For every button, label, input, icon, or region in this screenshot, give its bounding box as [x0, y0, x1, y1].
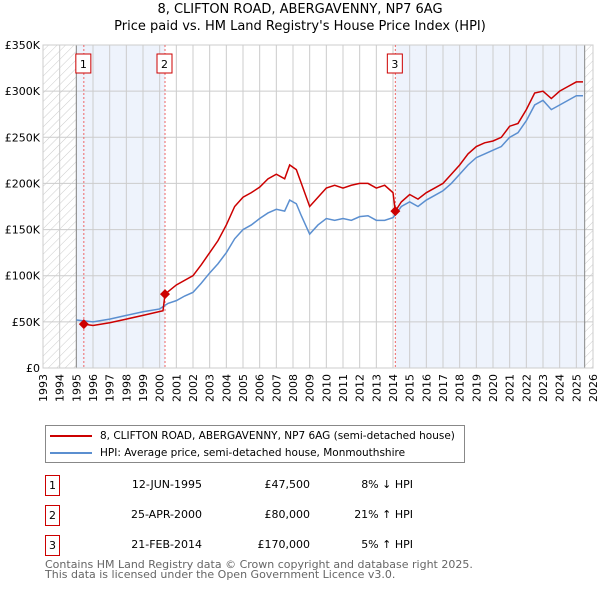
x-tick-label: 1998	[120, 374, 133, 402]
sale-point	[160, 289, 170, 300]
red-line-swatch	[50, 435, 92, 437]
blue-line-swatch	[50, 452, 92, 454]
shaded-band	[395, 45, 585, 368]
legend-label: HPI: Average price, semi-detached house,…	[100, 447, 406, 459]
sale-number: 1	[45, 475, 60, 496]
sale-price: £47,500	[264, 478, 311, 491]
sale-marker-label: 2	[161, 58, 168, 71]
x-tick-label: 2008	[287, 374, 300, 402]
legend-label: 8, CLIFTON ROAD, ABERGAVENNY, NP7 6AG (s…	[100, 430, 455, 442]
footer: Contains HM Land Registry data © Crown c…	[45, 558, 473, 581]
x-tick-label: 2022	[520, 374, 533, 402]
y-tick-label: £0	[26, 362, 40, 375]
hatched-region-future	[584, 45, 593, 368]
x-tick-label: 2020	[487, 374, 500, 402]
sale-marker-label: 1	[80, 58, 87, 71]
x-tick-label: 2021	[504, 374, 517, 402]
sale-point	[390, 206, 401, 217]
x-tick-label: 1996	[87, 374, 100, 402]
legend: 8, CLIFTON ROAD, ABERGAVENNY, NP7 6AG (s…	[45, 425, 465, 463]
x-tick-label: 2012	[354, 374, 367, 402]
plot-border	[42, 44, 594, 369]
x-tick-label: 1999	[137, 374, 150, 402]
sale-marker-box	[75, 53, 92, 74]
x-tick-label: 2023	[537, 374, 550, 402]
x-tick-label: 2013	[370, 374, 383, 402]
sale-hpi-diff: 21% ↑ HPI	[354, 508, 413, 521]
x-tick-label: 1997	[104, 374, 117, 402]
chart-title: 8, CLIFTON ROAD, ABERGAVENNY, NP7 6AG	[157, 2, 443, 17]
x-tick-label: 2025	[570, 374, 583, 402]
x-tick-label: 2014	[387, 374, 400, 402]
price-paid-line	[83, 81, 583, 327]
x-tick-label: 2007	[270, 374, 283, 402]
y-tick-label: £200K	[5, 177, 41, 190]
y-tick-label: £100K	[5, 270, 41, 283]
x-tick-label: 2006	[254, 374, 267, 402]
x-tick-label: 2024	[554, 374, 567, 402]
x-tick-label: 2011	[337, 374, 350, 402]
x-tick-label: 2019	[470, 374, 483, 402]
sale-hpi-diff: 8% ↓ HPI	[361, 478, 413, 491]
legend-item-hpi: HPI: Average price, semi-detached house,…	[50, 447, 405, 459]
x-tick-label: 2010	[320, 374, 333, 402]
x-tick-label: 2026	[587, 374, 600, 402]
x-tick-label: 2015	[404, 374, 417, 402]
sale-date: 21-FEB-2014	[131, 538, 202, 551]
sale-hpi-diff: 5% ↑ HPI	[361, 538, 413, 551]
sale-date: 25-APR-2000	[130, 508, 202, 521]
x-tick-label: 1993	[37, 374, 50, 402]
x-tick-label: 2000	[154, 374, 167, 402]
y-tick-label: £250K	[5, 131, 41, 144]
legend-item-property: 8, CLIFTON ROAD, ABERGAVENNY, NP7 6AG (s…	[50, 430, 455, 442]
y-tick-label: £50K	[12, 316, 41, 329]
footer-line: Contains HM Land Registry data © Crown c…	[45, 558, 473, 571]
sale-price: £80,000	[264, 508, 311, 521]
x-tick-label: 2018	[454, 374, 467, 402]
shaded-band	[76, 45, 165, 368]
x-tick-label: 2002	[187, 374, 200, 402]
sale-marker-box	[386, 53, 403, 74]
x-tick-label: 2003	[204, 374, 217, 402]
x-tick-label: 2009	[304, 374, 317, 402]
x-tick-label: 2004	[220, 374, 233, 402]
sale-number: 3	[45, 535, 60, 556]
sale-point	[78, 319, 89, 330]
footer-line: This data is licensed under the Open Gov…	[45, 568, 396, 581]
sale-date: 12-JUN-1995	[131, 478, 202, 491]
x-tick-label: 2001	[170, 374, 183, 402]
plot-area: 1993 1994 1995 1996 1997 1998 1999 2000 2001 2002…	[5, 39, 600, 402]
sale-marker-box	[156, 53, 173, 74]
x-tick-label: 1994	[54, 374, 67, 402]
chart-subtitle: Price paid vs. HM Land Registry's House …	[114, 19, 486, 34]
x-tick-label: 2005	[237, 374, 250, 402]
sale-number: 2	[45, 505, 60, 526]
y-tick-label: £350K	[5, 39, 41, 52]
x-tick-label: 2017	[437, 374, 450, 402]
sale-price: £170,000	[257, 538, 311, 551]
sale-marker-label: 3	[391, 58, 398, 71]
x-tick-label: 2016	[420, 374, 433, 402]
x-tick-label: 1995	[70, 374, 83, 402]
hpi-line	[76, 95, 583, 323]
y-tick-label: £150K	[5, 224, 41, 237]
y-tick-label: £300K	[5, 85, 41, 98]
